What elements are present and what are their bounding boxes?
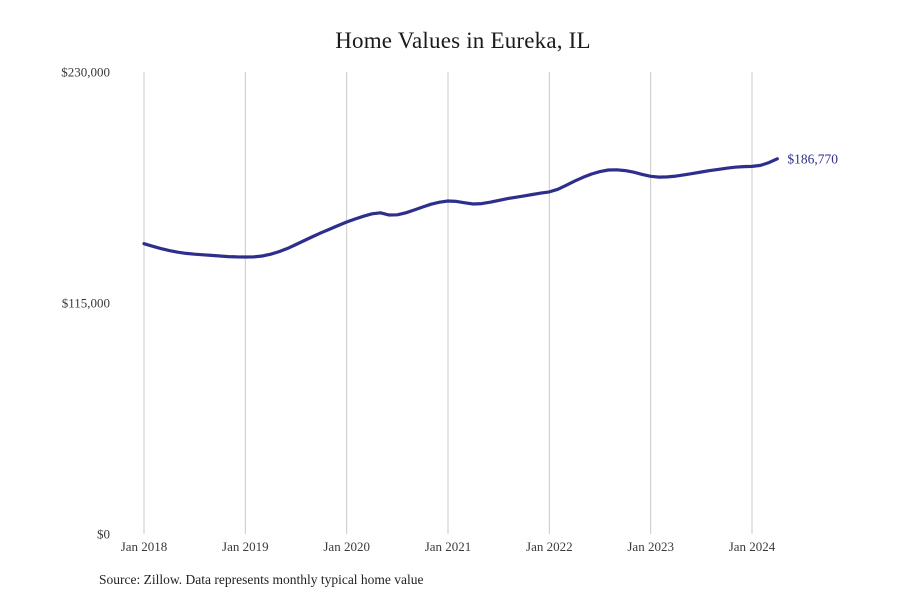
y-tick-label: $0	[97, 527, 110, 542]
x-tick-label: Jan 2023	[627, 539, 674, 554]
x-tick-label: Jan 2024	[729, 539, 776, 554]
x-tick-label: Jan 2018	[121, 539, 168, 554]
x-tick-label: Jan 2022	[526, 539, 573, 554]
y-tick-label: $115,000	[62, 296, 110, 311]
home-value-line	[142, 157, 779, 259]
latest-value-label: $186,770	[787, 151, 838, 166]
y-tick-label: $230,000	[61, 65, 110, 80]
x-tick-label: Jan 2019	[222, 539, 269, 554]
source-note: Source: Zillow. Data represents monthly …	[99, 572, 424, 587]
x-tick-label: Jan 2021	[425, 539, 472, 554]
chart-title: Home Values in Eureka, IL	[335, 28, 591, 53]
x-tick-label: Jan 2020	[323, 539, 370, 554]
